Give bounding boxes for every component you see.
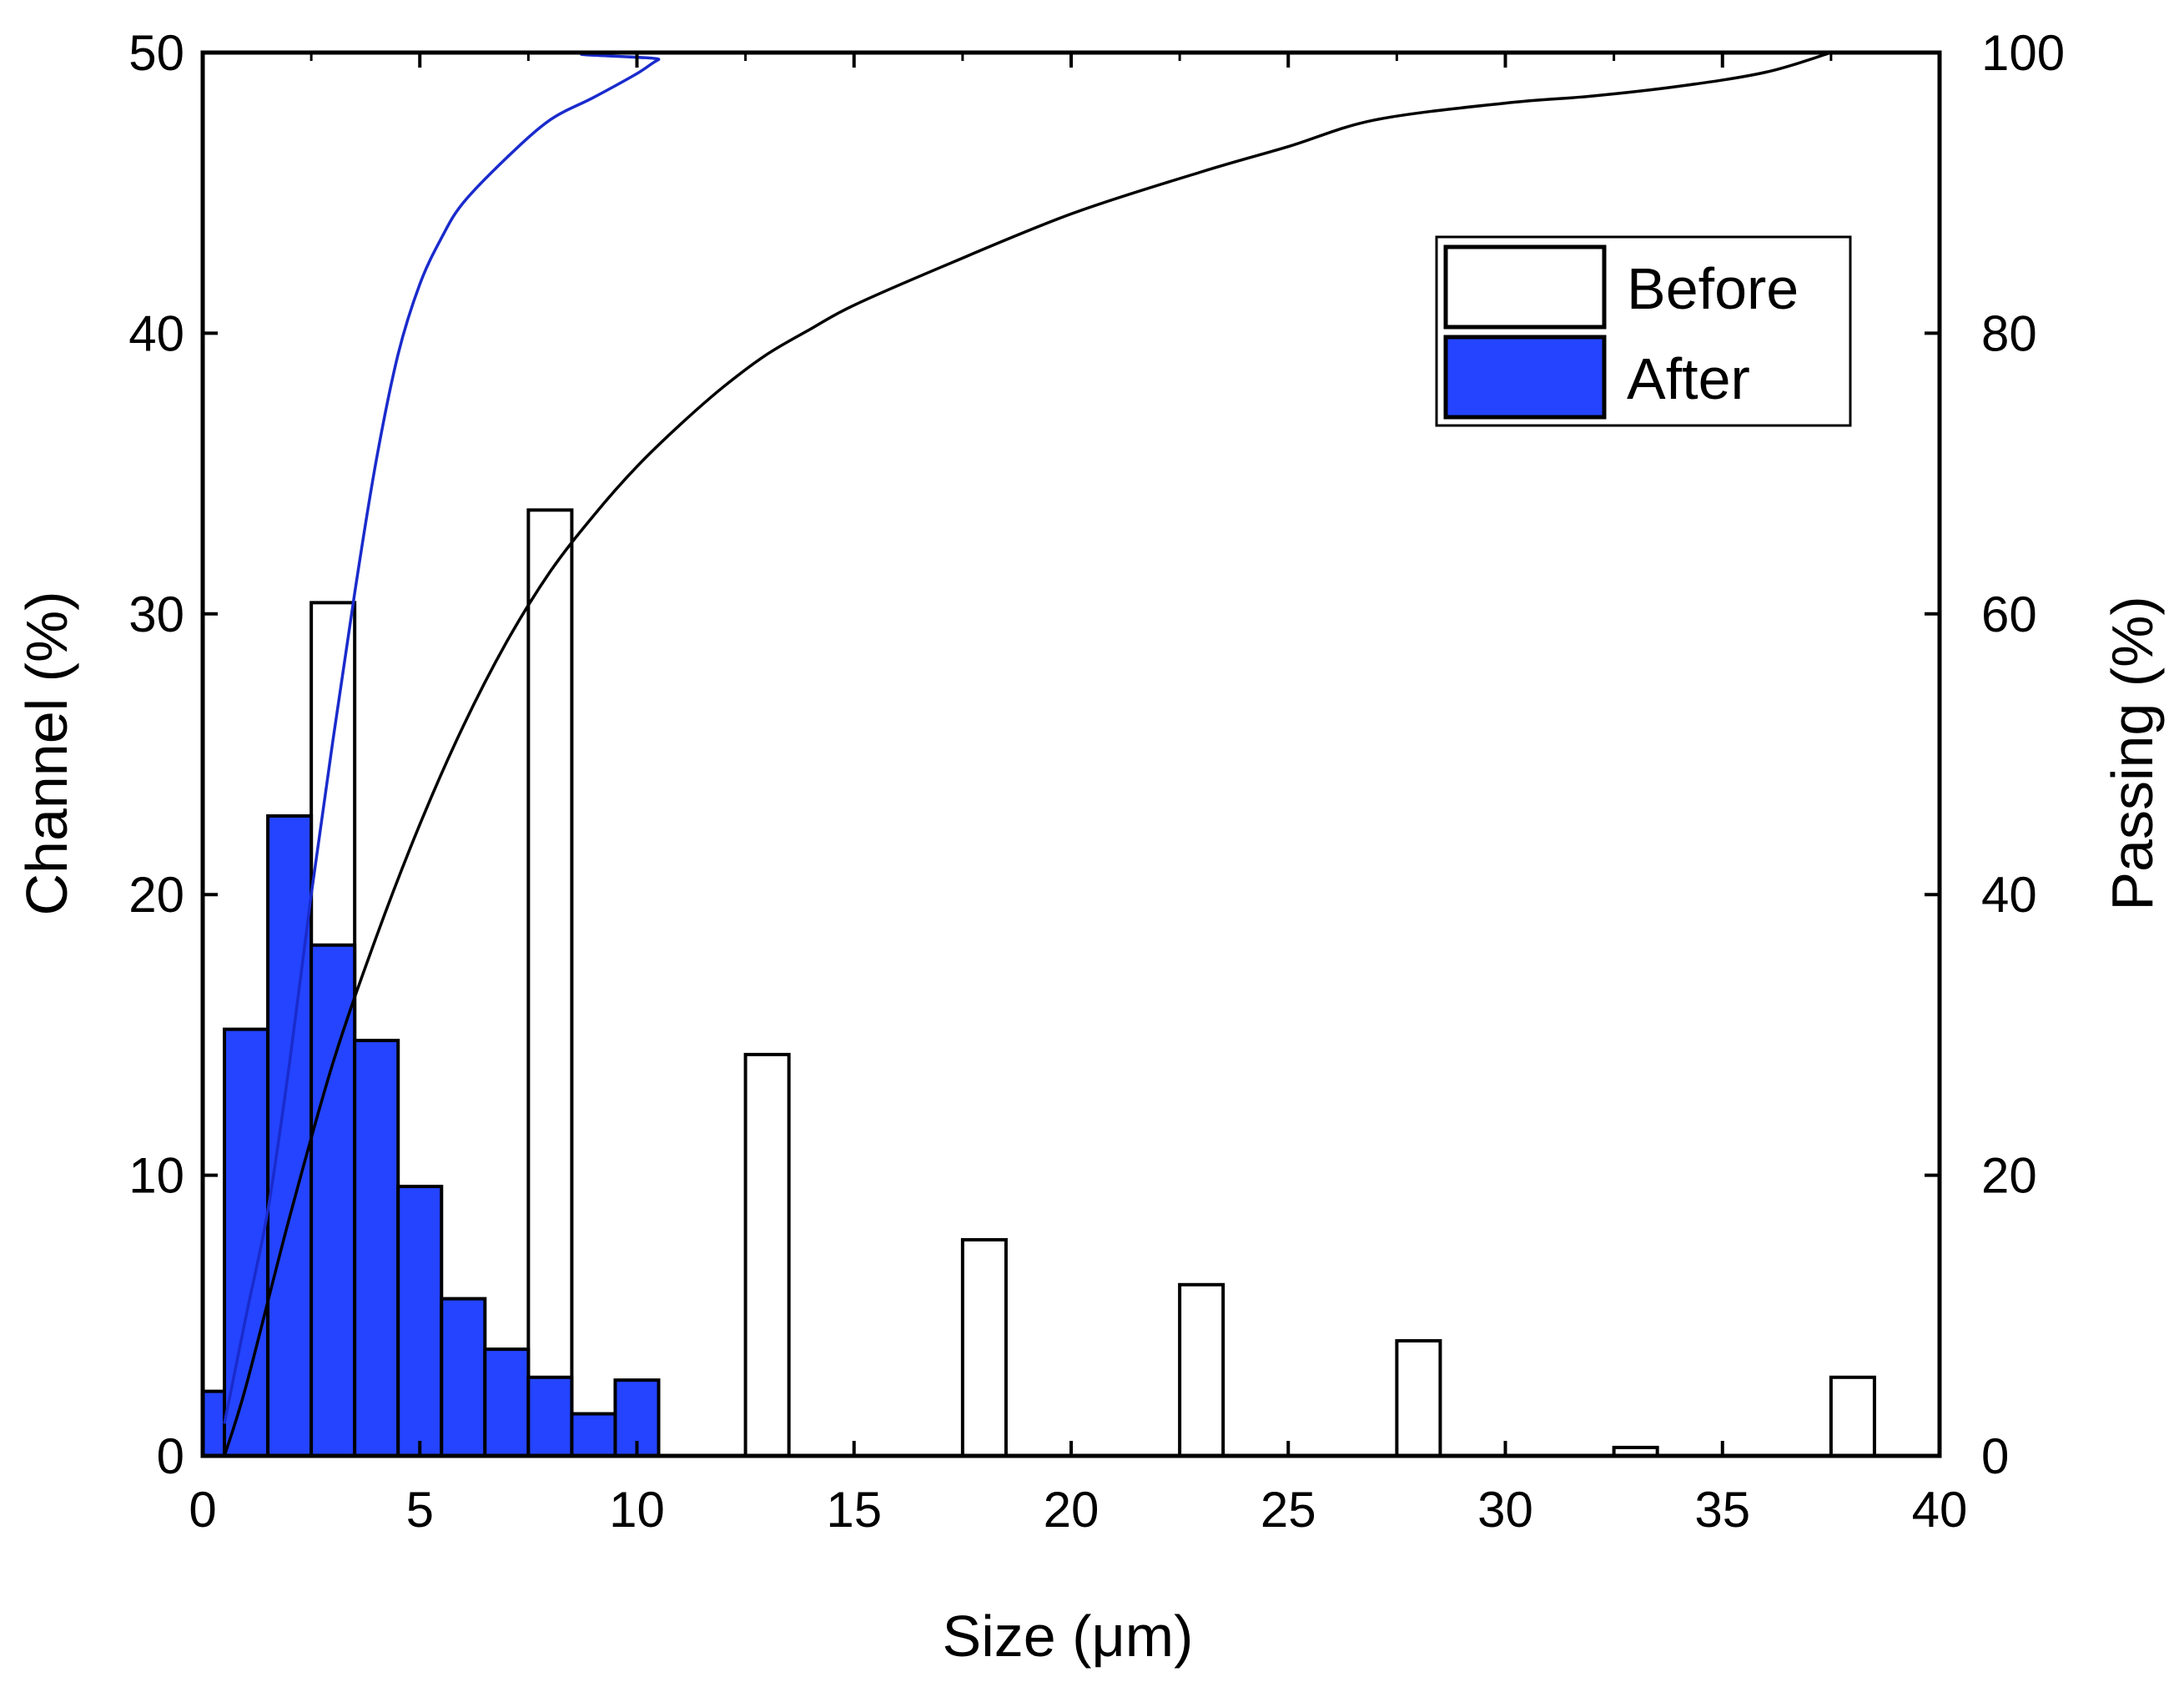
before-bars (309, 508, 1876, 1458)
x-tick-label: 0 (189, 1482, 216, 1538)
x-tick-label: 35 (1694, 1482, 1750, 1538)
before-passing-curve (223, 51, 1832, 1457)
x-tick-label: 20 (1044, 1482, 1100, 1538)
y-tick-label: 30 (128, 587, 184, 642)
x-tick-label: 30 (1477, 1482, 1533, 1538)
after-bar-3 (309, 943, 357, 1458)
before-bar-7 (1829, 1375, 1876, 1458)
x-tick-label: 40 (1912, 1482, 1968, 1538)
after-bar-4 (353, 1039, 400, 1458)
y2-tick-label: 20 (1981, 1148, 2037, 1204)
after-bar-7 (483, 1347, 531, 1458)
y-tick-label: 0 (157, 1428, 184, 1484)
before-bar-1 (526, 508, 574, 1458)
y-axis-title: Channel (%) (14, 591, 79, 915)
before-bar-4 (1178, 1282, 1225, 1458)
x-tick-label: 10 (609, 1482, 665, 1538)
y-tick-label: 20 (128, 867, 184, 923)
after-bar-2 (266, 814, 314, 1458)
legend-label-after: After (1627, 346, 1750, 411)
y-tick-label: 10 (128, 1148, 184, 1204)
y-tick-label: 50 (128, 25, 184, 81)
before-bar-5 (1395, 1339, 1442, 1458)
y2-tick-label: 100 (1981, 25, 2065, 81)
x-tick-label: 25 (1261, 1482, 1316, 1538)
before-bar-2 (743, 1052, 791, 1458)
after-bar-9 (570, 1412, 617, 1458)
y-tick-label: 40 (128, 305, 184, 361)
x-tick-label: 5 (406, 1482, 434, 1538)
y2-tick-label: 0 (1981, 1428, 2009, 1484)
after-bar-0 (201, 1389, 227, 1458)
x-axis-title: Size (μm) (943, 1604, 1194, 1669)
after-bar-6 (440, 1297, 487, 1458)
before-bar-3 (960, 1237, 1008, 1458)
legend-swatch-before (1443, 244, 1607, 330)
legend-swatch-after (1443, 335, 1607, 420)
after-bar-5 (396, 1185, 444, 1458)
after-bar-8 (526, 1375, 574, 1458)
after-bars (201, 814, 661, 1458)
legend: Before After (1435, 235, 1852, 427)
y2-tick-label: 80 (1981, 305, 2037, 361)
x-tick-label: 15 (826, 1482, 882, 1538)
legend-label-before: Before (1627, 256, 1799, 321)
y2-axis-title: Passing (%) (2100, 596, 2165, 910)
y2-tick-label: 60 (1981, 587, 2037, 642)
y2-tick-label: 40 (1981, 867, 2037, 923)
